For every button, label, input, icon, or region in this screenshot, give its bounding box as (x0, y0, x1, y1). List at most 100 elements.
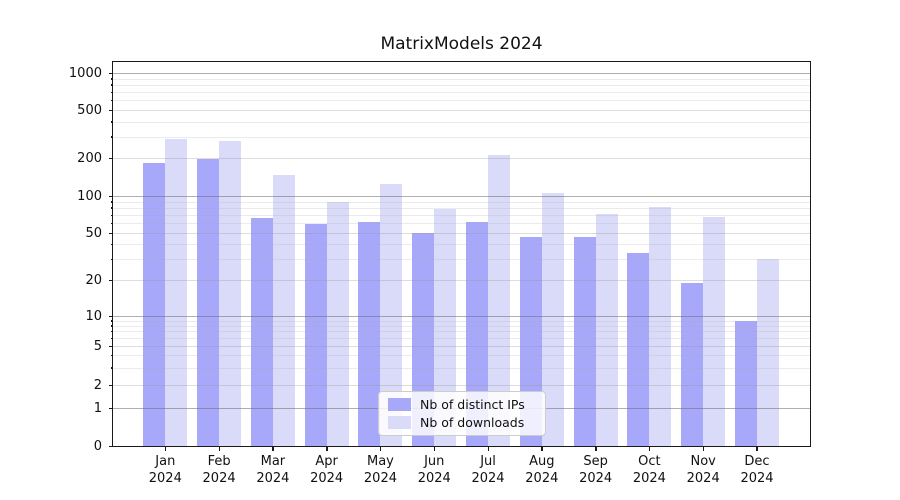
x-tick-mark (756, 446, 758, 451)
gridline-minor (113, 215, 810, 217)
x-tick-month: Feb (207, 454, 231, 469)
x-tick-year: 2024 (525, 471, 559, 486)
x-tick-mark (326, 446, 328, 451)
y-tick-mark (108, 195, 113, 197)
gridline-minor (113, 78, 810, 80)
x-tick-month: Jun (424, 454, 445, 469)
bar-downloads-feb (219, 141, 242, 446)
y-tick-mark (108, 384, 113, 386)
y-tick-label: 0 (93, 438, 102, 454)
bar-distinct-ips-nov (681, 282, 704, 446)
bar-downloads-apr (326, 201, 349, 446)
y-minor-tick-mark (110, 207, 113, 209)
gridline-minor (113, 121, 810, 123)
y-minor-tick-mark (110, 201, 113, 203)
x-tick-label-may: May 2024 (350, 453, 410, 487)
y-tick-label: 5 (93, 338, 102, 354)
y-tick-label: 2 (93, 377, 102, 393)
y-tick-mark (108, 232, 113, 234)
y-minor-tick-mark (110, 121, 113, 123)
x-tick-mark (272, 446, 274, 451)
bar-distinct-ips-dec (734, 320, 757, 446)
gridline-major (113, 196, 810, 197)
legend-label-distinct-ips: Nb of distinct IPs (420, 397, 525, 412)
legend-row-distinct-ips: Nb of distinct IPs (388, 397, 536, 412)
gridline (113, 385, 810, 386)
gridline-minor (113, 84, 810, 86)
gridline-minor (113, 259, 810, 261)
y-minor-tick-mark (110, 258, 113, 261)
bar-distinct-ips-sep (573, 237, 596, 446)
x-tick-label-aug: Aug 2024 (512, 453, 572, 487)
x-tick-year: 2024 (202, 471, 236, 486)
y-tick-label: 500 (77, 102, 102, 118)
gridline (113, 158, 810, 159)
x-tick-mark (433, 446, 436, 451)
y-tick-label: 10 (85, 308, 102, 324)
gridline-minor (113, 320, 810, 322)
x-tick-mark (702, 446, 705, 451)
x-tick-label-nov: Nov 2024 (673, 453, 733, 487)
x-tick-label-feb: Feb 2024 (189, 453, 249, 487)
x-tick-label-jul: Jul 2024 (458, 453, 518, 487)
y-tick-mark (108, 407, 113, 409)
x-tick-label-sep: Sep 2024 (566, 453, 626, 487)
gridline-minor (113, 338, 810, 340)
y-tick-mark (108, 445, 113, 447)
bar-distinct-ips-oct (627, 252, 650, 446)
y-tick-mark (108, 345, 113, 347)
x-tick-month: Apr (315, 454, 338, 469)
bar-distinct-ips-mar (250, 218, 273, 446)
y-tick-label: 20 (85, 272, 102, 288)
gridline-minor (113, 325, 810, 327)
y-tick-mark (108, 72, 113, 74)
x-tick-month: Dec (744, 454, 770, 469)
gridline-minor (113, 367, 810, 369)
bar-downloads-aug (541, 192, 564, 446)
bar-downloads-may (380, 184, 403, 446)
y-tick-mark (108, 109, 113, 111)
x-tick-label-jun: Jun 2024 (404, 453, 464, 487)
x-tick-mark (379, 446, 382, 451)
y-tick-mark (108, 279, 113, 281)
x-tick-year: 2024 (740, 471, 774, 486)
gridline-minor (113, 201, 810, 203)
y-minor-tick-mark (110, 330, 113, 333)
x-tick-month: Aug (529, 454, 555, 469)
legend-row-downloads: Nb of downloads (388, 415, 536, 430)
gridline-minor (113, 223, 810, 225)
gridline-minor (113, 331, 810, 333)
bar-downloads-mar (272, 175, 295, 446)
x-tick-year: 2024 (686, 471, 720, 486)
x-tick-label-mar: Mar 2024 (243, 453, 303, 487)
x-tick-mark (648, 446, 651, 451)
x-tick-mark (164, 446, 167, 451)
y-tick-label: 1 (93, 400, 102, 416)
bar-downloads-oct (649, 206, 672, 446)
x-tick-month: Jul (480, 454, 496, 469)
y-minor-tick-mark (110, 91, 113, 94)
x-tick-year: 2024 (471, 471, 505, 486)
gridline-minor (113, 207, 810, 209)
x-tick-label-jan: Jan 2024 (135, 453, 195, 487)
gridline (113, 233, 810, 234)
y-minor-tick-mark (110, 78, 113, 80)
y-tick-label: 50 (85, 225, 102, 241)
x-tick-month: Nov (690, 454, 716, 469)
gridline-major (113, 316, 810, 317)
y-minor-tick-mark (110, 222, 113, 225)
plot-area: Nb of distinct IPs Nb of downloads (112, 61, 811, 447)
bar-downloads-nov (703, 217, 726, 446)
y-minor-tick-mark (110, 136, 113, 138)
gridline-minor (113, 355, 810, 357)
y-tick-mark (108, 315, 113, 317)
x-tick-year: 2024 (363, 471, 397, 486)
x-tick-label-apr: Apr 2024 (297, 453, 357, 487)
x-tick-mark (487, 446, 490, 451)
gridline-minor (113, 100, 810, 102)
y-minor-tick-mark (110, 243, 113, 246)
y-minor-tick-mark (110, 337, 113, 340)
y-minor-tick-mark (110, 367, 113, 369)
chart-title: MatrixModels 2024 (380, 34, 543, 54)
